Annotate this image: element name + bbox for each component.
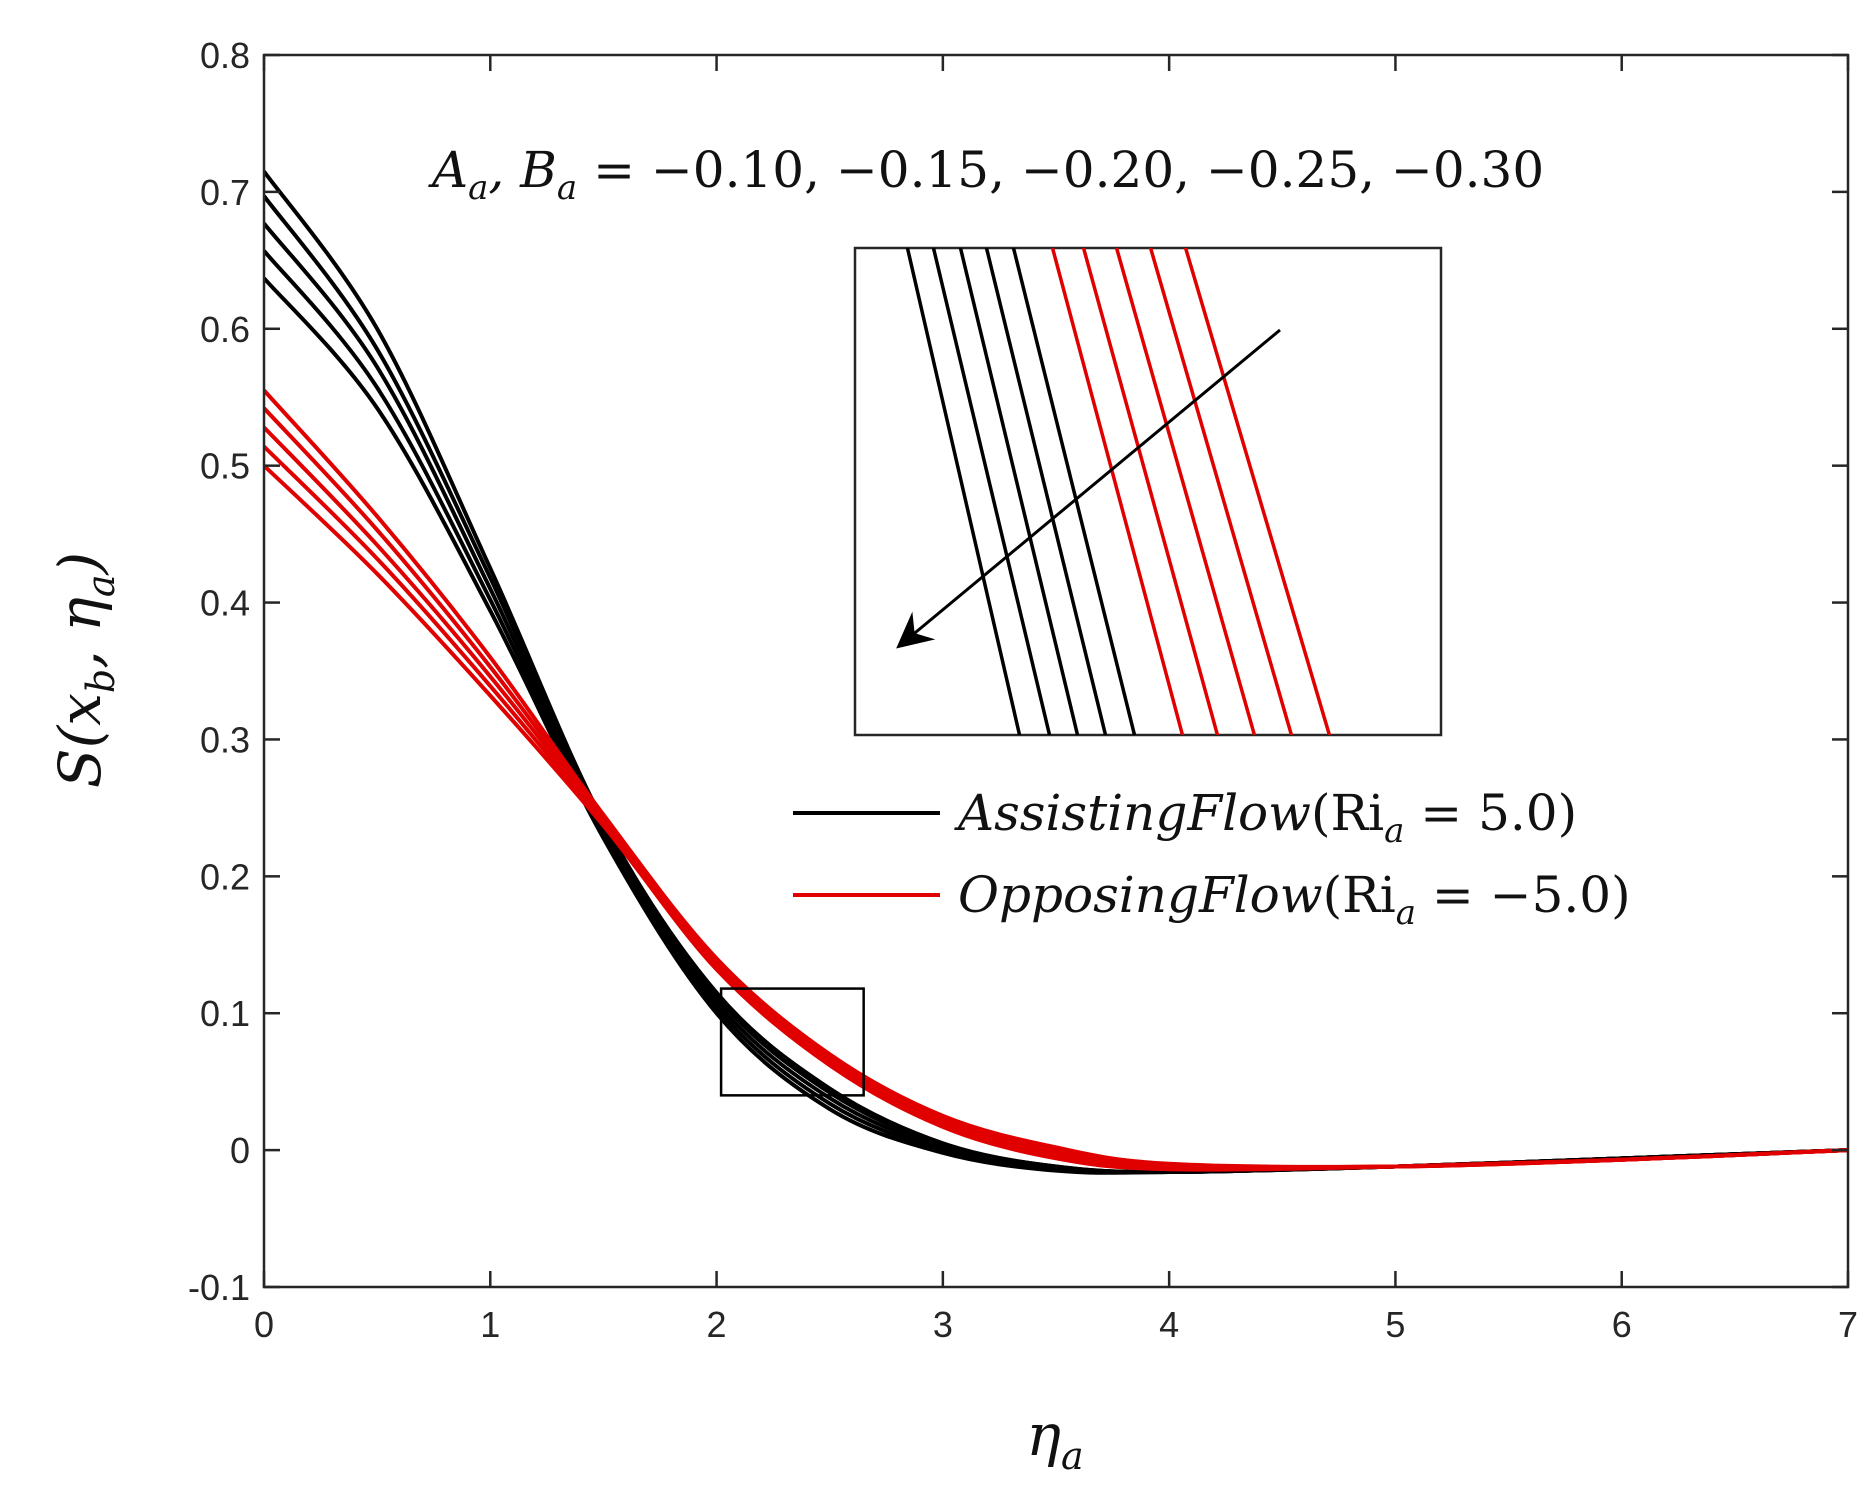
- y-tick-label-4: 0.3: [200, 719, 250, 760]
- inset-line-7: [1081, 248, 1220, 735]
- y-axis-label-main: S(x: [46, 693, 114, 788]
- annotation-a: A: [428, 141, 468, 199]
- y-tick-label-0: -0.1: [188, 1267, 250, 1308]
- series-line-10: [264, 464, 1848, 1172]
- inset-trend-arrow: [896, 328, 1281, 649]
- inset-line-2: [931, 248, 1052, 735]
- annotation-values: = −0.10, −0.15, −0.20, −0.25, −0.30: [577, 141, 1544, 199]
- x-tick-label-7: 7: [1838, 1304, 1858, 1345]
- inset-line-10: [1183, 248, 1332, 735]
- legend-assisting-main: AssistingFlow: [954, 784, 1311, 842]
- x-axis-label: ηa: [1026, 1401, 1083, 1478]
- x-tick-label-2: 2: [707, 1304, 727, 1345]
- legend-opposing-open: (Ri: [1323, 866, 1396, 924]
- legend-label-opposing: OpposingFlow(Ria = −5.0): [958, 866, 1631, 933]
- inset-box: [853, 246, 1443, 737]
- inset-line-5: [1011, 248, 1137, 735]
- y-tick-labels: -0.1 0 0.1 0.2 0.3 0.4 0.5 0.6 0.7 0.8: [188, 35, 250, 1308]
- inset-line-6: [1050, 248, 1185, 735]
- legend: AssistingFlow(Ria = 5.0) OpposingFlow(Ri…: [793, 784, 1631, 933]
- legend-assisting-close: = 5.0): [1404, 784, 1577, 842]
- y-axis-label-end: ): [46, 552, 114, 577]
- legend-opposing-main: OpposingFlow: [958, 866, 1323, 924]
- legend-assisting-sub: a: [1384, 811, 1404, 851]
- legend-opposing-sub: a: [1396, 893, 1416, 933]
- x-tick-labels: 0 1 2 3 4 5 6 7: [254, 1304, 1858, 1345]
- y-tick-label-3: 0.2: [200, 856, 250, 897]
- annotation-b: , B: [488, 141, 557, 199]
- axes-box: [262, 53, 1850, 1289]
- y-tick-label-2: 0.1: [200, 993, 250, 1034]
- parameter-annotation: Aa, Ba = −0.10, −0.15, −0.20, −0.25, −0.…: [428, 141, 1544, 208]
- y-axis-label-sub1: b: [79, 669, 123, 693]
- annotation-b-sub: a: [557, 168, 577, 208]
- inset-line-3: [958, 248, 1080, 735]
- x-tick-label-3: 3: [933, 1304, 953, 1345]
- inset-line-4: [984, 248, 1108, 735]
- y-tick-label-5: 0.4: [200, 583, 250, 624]
- y-tick-label-7: 0.6: [200, 309, 250, 350]
- inset-line-1: [905, 248, 1022, 735]
- y-tick-label-1: 0: [230, 1130, 250, 1171]
- legend-label-assisting: AssistingFlow(Ria = 5.0): [954, 784, 1577, 851]
- annotation-a-sub: a: [468, 168, 488, 208]
- x-tick-label-0: 0: [254, 1304, 274, 1345]
- y-tick-label-8: 0.7: [200, 172, 250, 213]
- y-axis-label: S(xb, ηa): [46, 552, 123, 788]
- inset-line-9: [1148, 248, 1294, 735]
- curves: [264, 170, 1848, 1175]
- x-tick-label-5: 5: [1385, 1304, 1405, 1345]
- legend-assisting-open: (Ri: [1311, 784, 1384, 842]
- legend-opposing-close: = −5.0): [1416, 866, 1631, 924]
- x-tick-label-4: 4: [1159, 1304, 1179, 1345]
- y-tick-label-9: 0.8: [200, 35, 250, 76]
- x-tick-label-1: 1: [480, 1304, 500, 1345]
- inset-lines: [905, 248, 1332, 735]
- x-axis-label-sub: a: [1061, 1434, 1084, 1478]
- inset-line-8: [1114, 248, 1257, 735]
- y-axis-label-mid: , η: [46, 597, 114, 669]
- y-axis-label-sub2: a: [79, 574, 123, 597]
- y-tick-label-6: 0.5: [200, 446, 250, 487]
- zoom-region-box: [719, 987, 865, 1097]
- x-axis-label-main: η: [1026, 1401, 1061, 1469]
- x-tick-label-6: 6: [1612, 1304, 1632, 1345]
